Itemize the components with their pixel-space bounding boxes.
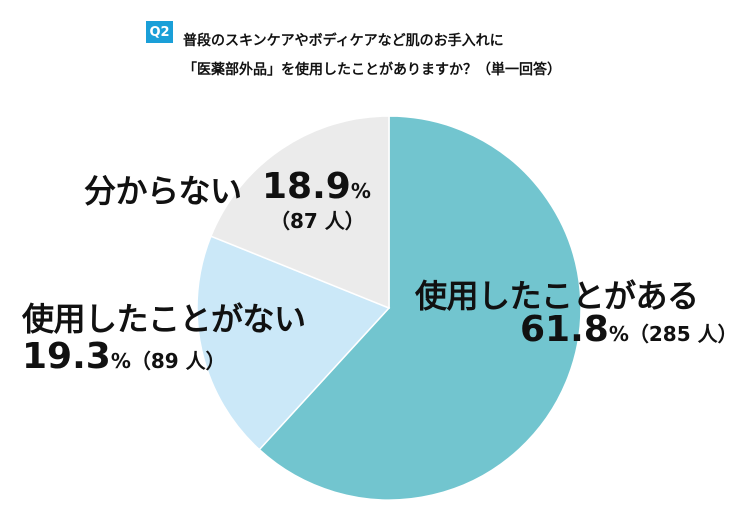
slice-count-used: （285 人） bbox=[628, 322, 738, 346]
pie-slice-unknown bbox=[209, 115, 390, 310]
slice-count-unknown: （87 人） bbox=[270, 209, 365, 233]
question-text-line-1: 普段のスキンケアやボディケアなど肌のお手入れに bbox=[183, 33, 504, 49]
slice-label-used: 使用したことがある bbox=[415, 277, 699, 315]
slice-label-unknown: 分からない bbox=[84, 172, 242, 210]
slice-percent-never-used: 19.3 bbox=[22, 336, 111, 377]
slice-label-never-used: 使用したことがない bbox=[22, 300, 306, 338]
pie-slice-used bbox=[258, 115, 582, 501]
slice-percent-used: 61.8 bbox=[520, 309, 609, 350]
slice-percent-unknown: 18.9 bbox=[262, 166, 351, 207]
slice-count-never-used: （89 人） bbox=[130, 349, 226, 373]
percent-sign: % bbox=[350, 179, 371, 203]
question-text-line-2: 「医薬部外品」を使用したことがありますか？（単一回答） bbox=[183, 62, 561, 78]
percent-sign: % bbox=[608, 322, 629, 346]
percent-sign: % bbox=[110, 349, 131, 373]
slice-value-unknown: 18.9% bbox=[262, 166, 371, 207]
question-number-badge: Q2 bbox=[146, 21, 173, 43]
slice-value-never-used: 19.3%（89 人） bbox=[22, 336, 226, 377]
pie-slice-never-used bbox=[196, 235, 391, 451]
slice-value-used: 61.8%（285 人） bbox=[520, 309, 738, 350]
